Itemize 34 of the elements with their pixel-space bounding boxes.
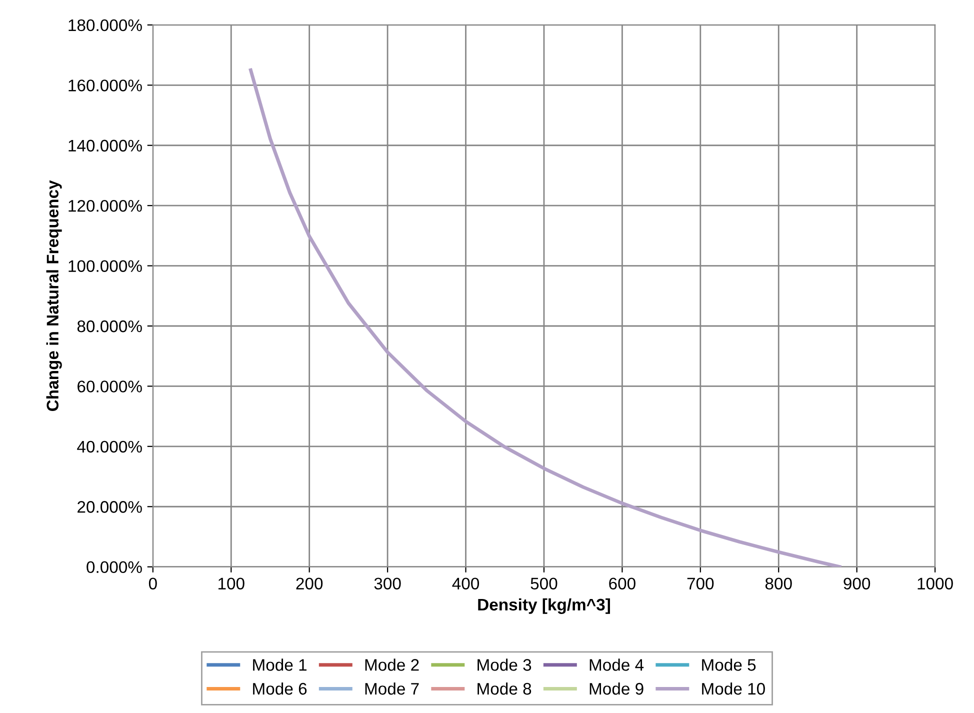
- legend-label: Mode 9: [590, 682, 644, 695]
- y-tick-label: 180.000%: [68, 19, 142, 32]
- y-axis-title: Change in Natural Frequency: [46, 180, 62, 411]
- line-series: [248, 68, 842, 567]
- x-tick-label: 200: [296, 578, 323, 590]
- legend-label: Mode 5: [702, 658, 756, 671]
- legend-label: Mode 7: [365, 682, 419, 695]
- x-tick-label: 400: [452, 578, 480, 590]
- legend-label: Mode 3: [478, 658, 532, 671]
- x-tick-label: 900: [844, 578, 870, 590]
- x-tick-label: 700: [687, 578, 714, 590]
- x-tick-label: 300: [374, 578, 401, 590]
- legend-label: Mode 8: [478, 682, 532, 695]
- legend-label: Mode 4: [590, 658, 644, 671]
- legend-label: Mode 2: [365, 658, 419, 671]
- x-tick-label: 500: [530, 578, 558, 590]
- x-axis-title: Density [kg/m^3]: [478, 598, 610, 614]
- x-tick-label: 1000: [918, 578, 953, 590]
- y-tick-label: 120.000%: [68, 200, 142, 212]
- legend-label: Mode 10: [702, 682, 765, 695]
- x-tick-label: 600: [609, 578, 636, 590]
- y-tick-label: 160.000%: [68, 80, 142, 92]
- y-tick-label: 60.000%: [78, 380, 142, 392]
- y-tick-label: 40.000%: [77, 440, 142, 453]
- y-tick-label: 20.000%: [78, 501, 142, 513]
- x-tick-label: 800: [765, 578, 792, 590]
- y-tick-label: 140.000%: [68, 140, 142, 152]
- legend-label: Mode 6: [253, 682, 307, 695]
- x-tick-label: 0: [148, 578, 157, 590]
- y-tick-label: 100.000%: [68, 260, 142, 272]
- x-tick-label: 100: [218, 578, 244, 590]
- y-tick-label: 0.000%: [86, 561, 142, 574]
- y-tick-label: 80.000%: [77, 320, 142, 332]
- legend-label: Mode 1: [253, 658, 307, 671]
